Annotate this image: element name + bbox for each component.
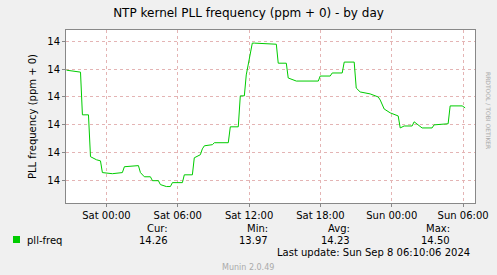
- svg-text:14: 14: [47, 36, 60, 47]
- svg-text:Avg:: Avg:: [328, 223, 350, 234]
- svg-text:Sat 12:00: Sat 12:00: [225, 210, 273, 221]
- svg-text:RRDTOOL / TOBI OETIKER: RRDTOOL / TOBI OETIKER: [485, 72, 492, 149]
- svg-text:14: 14: [47, 147, 60, 158]
- svg-text:Min:: Min:: [247, 223, 268, 234]
- svg-text:Sun 06:00: Sun 06:00: [438, 210, 489, 221]
- svg-text:Sat 18:00: Sat 18:00: [296, 210, 344, 221]
- svg-text:NTP kernel PLL frequency (ppm: NTP kernel PLL frequency (ppm + 0) - by …: [113, 6, 384, 20]
- svg-text:Max:: Max:: [426, 223, 450, 234]
- svg-text:Cur:: Cur:: [147, 223, 168, 234]
- svg-text:13.97: 13.97: [239, 235, 268, 246]
- svg-text:Sat 00:00: Sat 00:00: [82, 210, 130, 221]
- svg-text:Sun 00:00: Sun 00:00: [366, 210, 417, 221]
- svg-text:PLL frequency (ppm + 0): PLL frequency (ppm + 0): [27, 54, 38, 179]
- svg-text:14.26: 14.26: [139, 235, 168, 246]
- svg-text:14: 14: [47, 64, 60, 75]
- svg-text:14: 14: [47, 175, 60, 186]
- svg-text:pll-freq: pll-freq: [27, 235, 62, 246]
- svg-text:14: 14: [47, 119, 60, 130]
- svg-text:Sat 06:00: Sat 06:00: [154, 210, 202, 221]
- svg-text:14.50: 14.50: [421, 235, 450, 246]
- svg-text:Munin 2.0.49: Munin 2.0.49: [222, 263, 274, 272]
- svg-text:Last update: Sun Sep 8 06:10:0: Last update: Sun Sep 8 06:10:06 2024: [277, 247, 470, 258]
- svg-text:14.23: 14.23: [321, 235, 350, 246]
- svg-text:14: 14: [47, 91, 60, 102]
